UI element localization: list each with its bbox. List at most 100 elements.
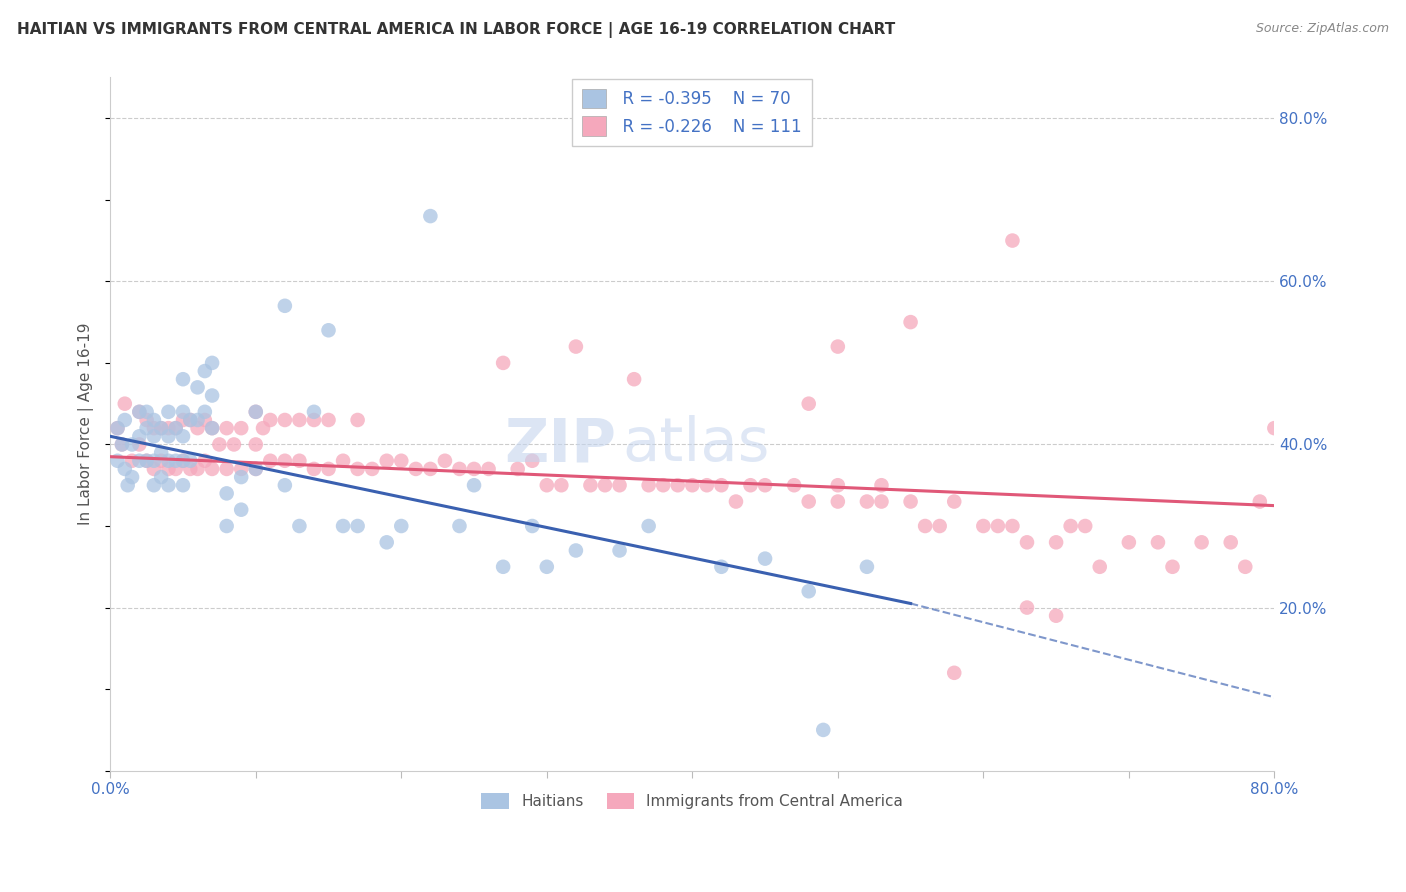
Point	[375, 535, 398, 549]
Point	[274, 454, 297, 468]
Point	[194, 364, 217, 378]
Point	[318, 462, 340, 476]
Point	[346, 413, 368, 427]
Point	[375, 454, 398, 468]
Point	[856, 494, 879, 508]
Point	[1045, 535, 1067, 549]
Point	[332, 519, 354, 533]
Point	[201, 462, 224, 476]
Point	[943, 665, 966, 680]
Point	[274, 299, 297, 313]
Point	[157, 405, 180, 419]
Point	[245, 405, 267, 419]
Point	[797, 494, 820, 508]
Point	[201, 356, 224, 370]
Point	[754, 478, 776, 492]
Point	[172, 413, 194, 427]
Point	[637, 478, 659, 492]
Point	[121, 454, 143, 468]
Text: HAITIAN VS IMMIGRANTS FROM CENTRAL AMERICA IN LABOR FORCE | AGE 16-19 CORRELATIO: HAITIAN VS IMMIGRANTS FROM CENTRAL AMERI…	[17, 22, 896, 38]
Point	[194, 413, 217, 427]
Point	[710, 478, 733, 492]
Text: atlas: atlas	[623, 416, 770, 475]
Point	[150, 445, 173, 459]
Point	[157, 429, 180, 443]
Point	[1088, 559, 1111, 574]
Point	[111, 437, 134, 451]
Point	[870, 478, 893, 492]
Point	[142, 429, 165, 443]
Point	[987, 519, 1010, 533]
Point	[165, 421, 187, 435]
Point	[274, 478, 297, 492]
Point	[522, 519, 544, 533]
Point	[231, 462, 253, 476]
Point	[623, 372, 645, 386]
Point	[187, 421, 209, 435]
Point	[288, 413, 311, 427]
Point	[179, 413, 201, 427]
Point	[681, 478, 703, 492]
Legend: Haitians, Immigrants from Central America: Haitians, Immigrants from Central Americ…	[475, 787, 910, 815]
Point	[179, 462, 201, 476]
Point	[710, 559, 733, 574]
Point	[492, 559, 515, 574]
Point	[172, 478, 194, 492]
Point	[449, 462, 471, 476]
Point	[142, 413, 165, 427]
Point	[208, 437, 231, 451]
Point	[1045, 608, 1067, 623]
Point	[463, 478, 485, 492]
Point	[142, 454, 165, 468]
Point	[288, 519, 311, 533]
Text: Source: ZipAtlas.com: Source: ZipAtlas.com	[1256, 22, 1389, 36]
Point	[201, 388, 224, 402]
Point	[114, 397, 136, 411]
Point	[302, 413, 325, 427]
Point	[150, 470, 173, 484]
Point	[579, 478, 602, 492]
Point	[165, 454, 187, 468]
Point	[172, 454, 194, 468]
Point	[215, 519, 238, 533]
Point	[797, 397, 820, 411]
Point	[666, 478, 689, 492]
Point	[135, 454, 157, 468]
Point	[419, 462, 441, 476]
Point	[740, 478, 762, 492]
Point	[565, 340, 588, 354]
Point	[245, 437, 267, 451]
Point	[179, 413, 201, 427]
Point	[1001, 519, 1024, 533]
Point	[1147, 535, 1170, 549]
Point	[165, 421, 187, 435]
Point	[332, 454, 354, 468]
Point	[231, 502, 253, 516]
Point	[245, 462, 267, 476]
Point	[943, 494, 966, 508]
Point	[142, 478, 165, 492]
Point	[1191, 535, 1213, 549]
Point	[550, 478, 572, 492]
Point	[187, 462, 209, 476]
Point	[783, 478, 806, 492]
Point	[1059, 519, 1081, 533]
Point	[449, 519, 471, 533]
Point	[128, 454, 150, 468]
Point	[506, 462, 529, 476]
Point	[194, 405, 217, 419]
Point	[477, 462, 499, 476]
Point	[142, 462, 165, 476]
Point	[172, 429, 194, 443]
Point	[157, 462, 180, 476]
Point	[150, 421, 173, 435]
Point	[972, 519, 994, 533]
Point	[121, 437, 143, 451]
Point	[194, 454, 217, 468]
Y-axis label: In Labor Force | Age 16-19: In Labor Force | Age 16-19	[79, 323, 94, 525]
Point	[797, 584, 820, 599]
Point	[318, 323, 340, 337]
Point	[827, 478, 849, 492]
Point	[827, 340, 849, 354]
Point	[870, 494, 893, 508]
